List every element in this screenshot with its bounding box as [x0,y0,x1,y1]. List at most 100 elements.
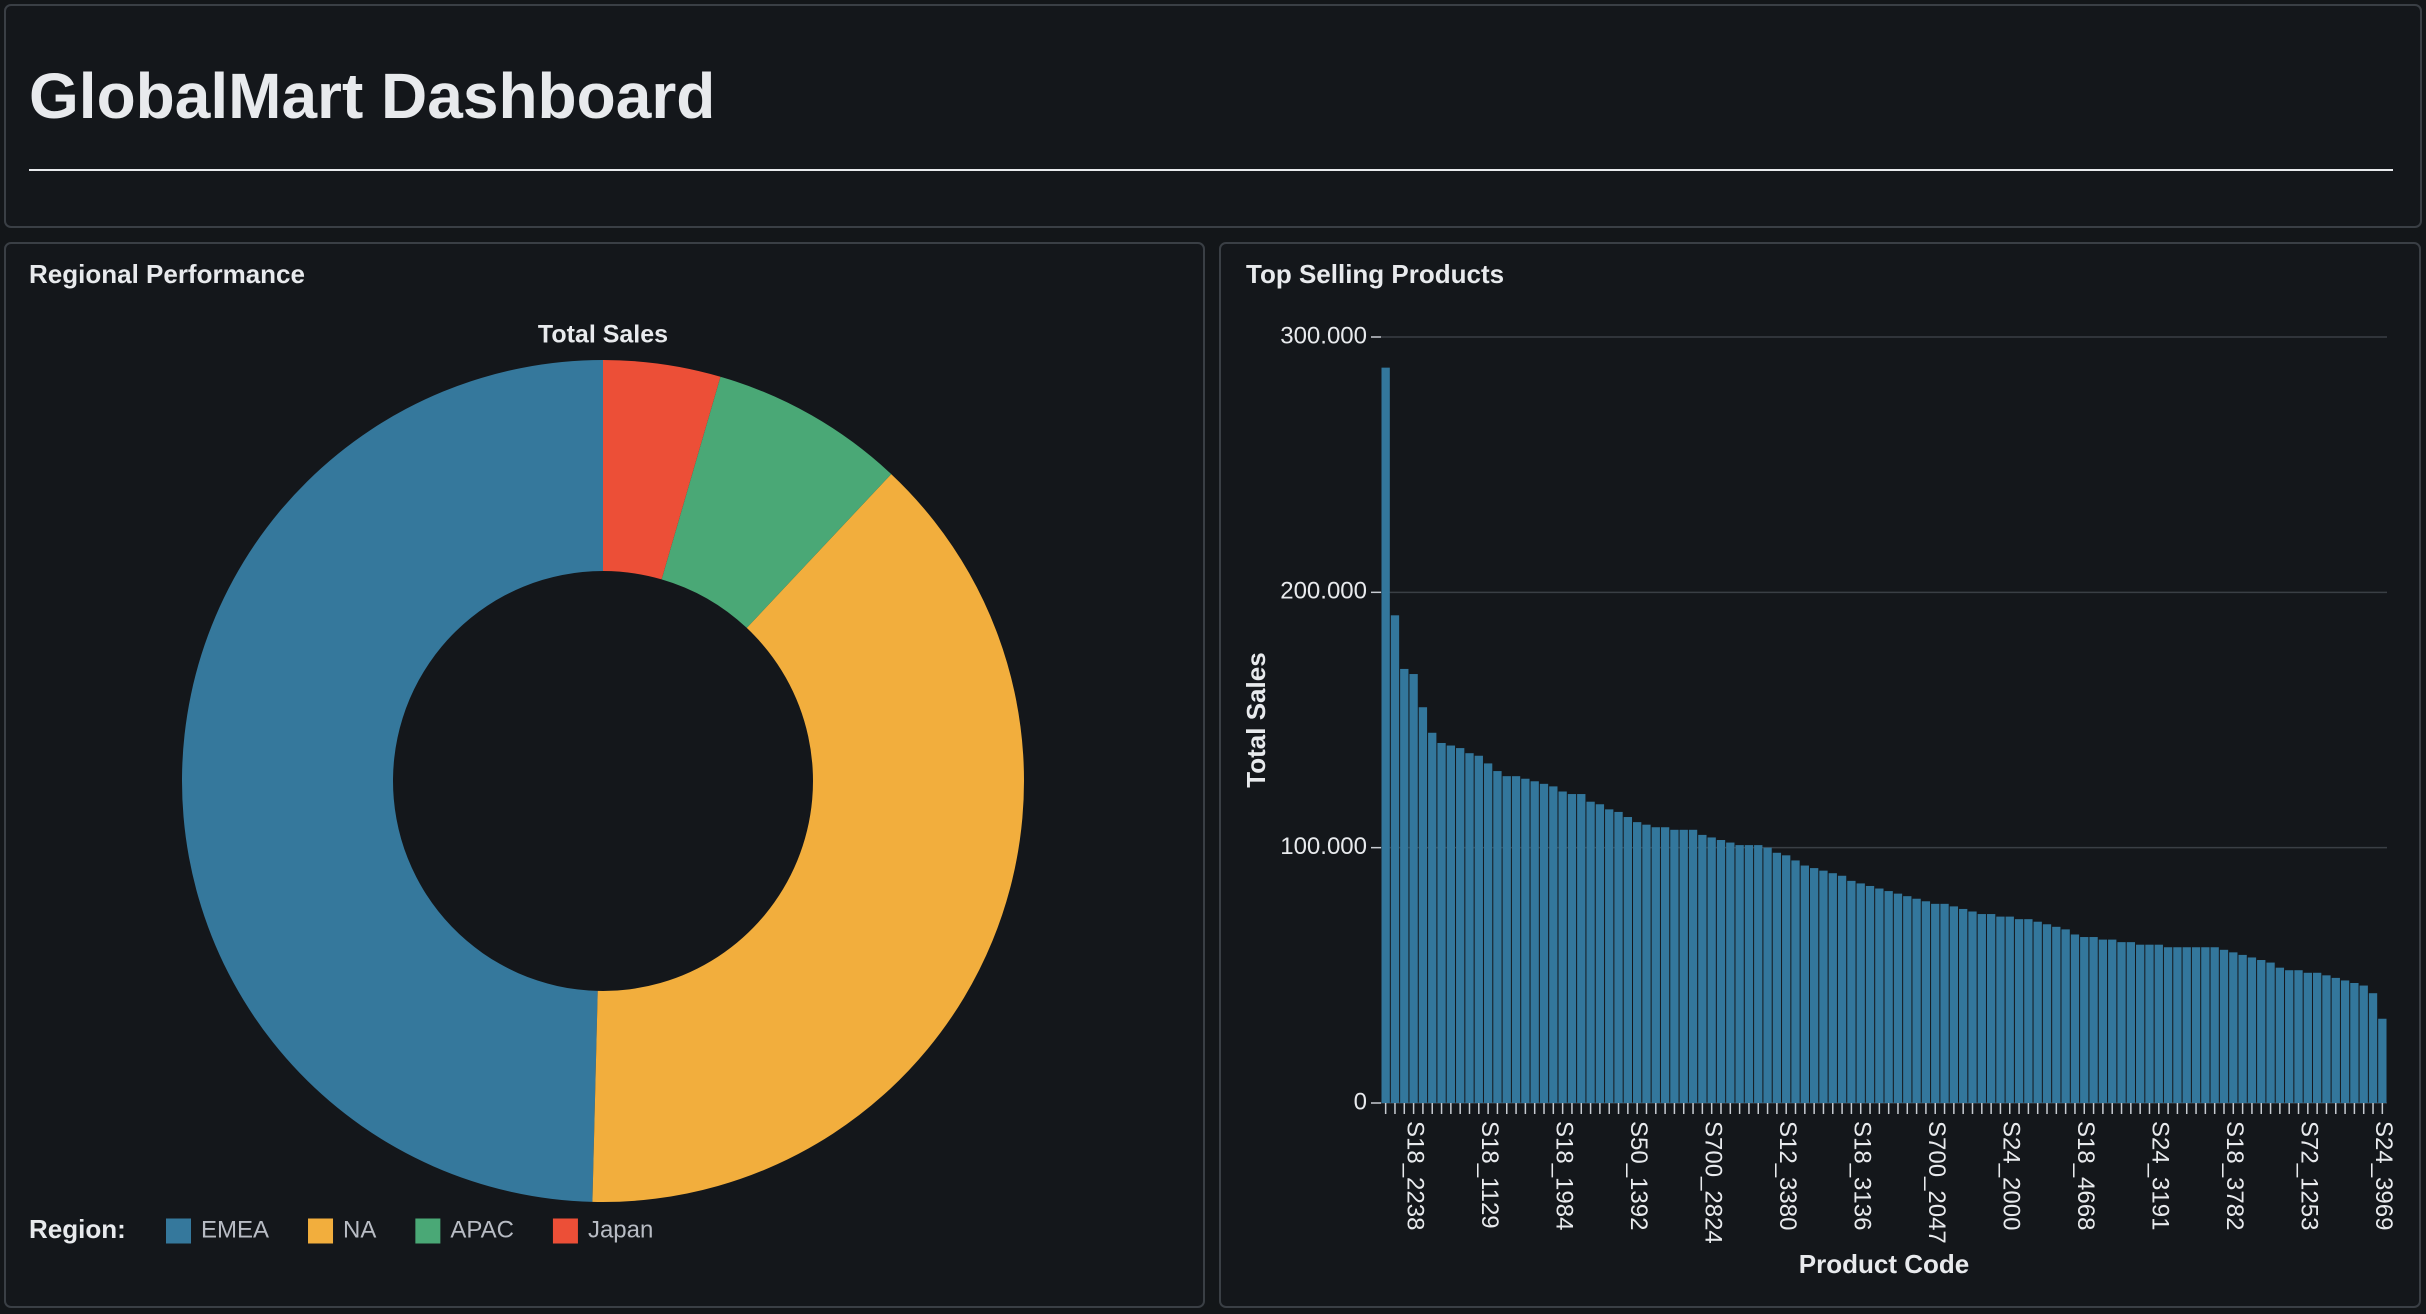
bar [1986,914,1996,1103]
bar [2257,960,2266,1103]
bar [1530,781,1539,1103]
pie-slice [592,474,1025,1202]
bar [1893,893,1903,1103]
panel-title: Top Selling Products [1246,259,1504,289]
bar [1968,911,1977,1103]
bar [1605,809,1614,1103]
bar [2275,967,2285,1103]
bar [1549,786,1558,1103]
bar [1539,783,1549,1103]
legend-swatch [552,1218,578,1244]
bar [2089,937,2098,1103]
bar [1996,916,2005,1103]
y-tick-label: 100.000 [1280,833,1367,860]
bar [1772,852,1782,1103]
y-tick-label: 0 [1354,1088,1367,1115]
bar [2061,929,2070,1103]
bar [1744,845,1754,1103]
bar [2182,947,2191,1103]
bar [1949,906,1959,1103]
bar [1884,891,1893,1103]
bar [1390,615,1400,1103]
pie-slice [182,360,603,1202]
bar [1679,829,1688,1103]
bar [1521,778,1530,1103]
bar [2359,985,2368,1103]
bar [1623,817,1632,1103]
x-tick-label: S18_3782 [2221,1121,2248,1230]
bar [1511,776,1521,1103]
bar [2173,947,2182,1103]
bar [1502,776,1511,1103]
bar [1819,870,1828,1103]
bar [1791,860,1800,1103]
bar [1782,855,1791,1103]
y-tick-label: 200.000 [1280,578,1367,605]
bar [1847,880,1856,1103]
x-tick-label: S24_2000 [1997,1121,2024,1230]
bar [1837,875,1847,1103]
bar [2005,916,2014,1103]
bar [1940,903,1949,1103]
bar [2136,944,2145,1103]
bar [1688,829,1698,1103]
x-tick-label: S72_1253 [2295,1121,2322,1230]
bar [2285,970,2294,1103]
x-tick-label: S18_3136 [1848,1121,1875,1230]
bar [2014,919,2024,1103]
bar [1735,845,1744,1103]
bar [1614,811,1623,1103]
bar [1633,822,1642,1103]
x-tick-label: S700_2047 [1923,1121,1950,1244]
bar [1921,901,1931,1103]
pie-slice [603,360,721,580]
bar [2154,944,2163,1103]
bar [1726,842,1735,1103]
bar [1912,898,1921,1103]
bar [1577,794,1586,1103]
bar [1642,824,1651,1103]
legend-label: EMEA [201,1216,269,1243]
bar [1586,801,1595,1103]
bar [1418,707,1428,1103]
bar [2117,942,2126,1103]
bar [1903,896,1912,1103]
x-tick-label: S700_2824 [1699,1121,1726,1244]
x-tick-label: S24_3969 [2370,1121,2397,1230]
bar [1474,755,1483,1103]
bar [2052,926,2061,1103]
bar [2322,975,2331,1103]
bar [2312,972,2322,1103]
bar [1977,914,1986,1103]
bar [1809,868,1819,1103]
bar [2303,972,2312,1103]
bar [2108,939,2117,1103]
bar [2331,977,2340,1103]
bar [2294,970,2303,1103]
legend-label: Japan [588,1216,653,1243]
bar [2219,949,2229,1103]
header-panel [4,4,2422,228]
bar [2098,939,2108,1103]
bar [1959,908,1968,1103]
bar [1493,771,1502,1103]
bar [2368,993,2378,1103]
chart-title: Total Sales [538,321,668,349]
bar [1875,888,1884,1103]
bar [2378,1018,2387,1103]
bar [2340,980,2350,1103]
bar [2163,947,2173,1103]
x-tick-label: S12_3380 [1774,1121,1801,1230]
x-tick-label: S24_3191 [2146,1121,2173,1230]
x-tick-label: S18_2238 [1401,1121,1428,1230]
bar [1595,804,1605,1103]
bar [1754,845,1763,1103]
bar [2042,924,2052,1103]
bar [2266,962,2275,1103]
bar [1558,791,1567,1103]
bar [1651,827,1660,1103]
bar [1400,668,1409,1103]
bar [1698,834,1707,1103]
